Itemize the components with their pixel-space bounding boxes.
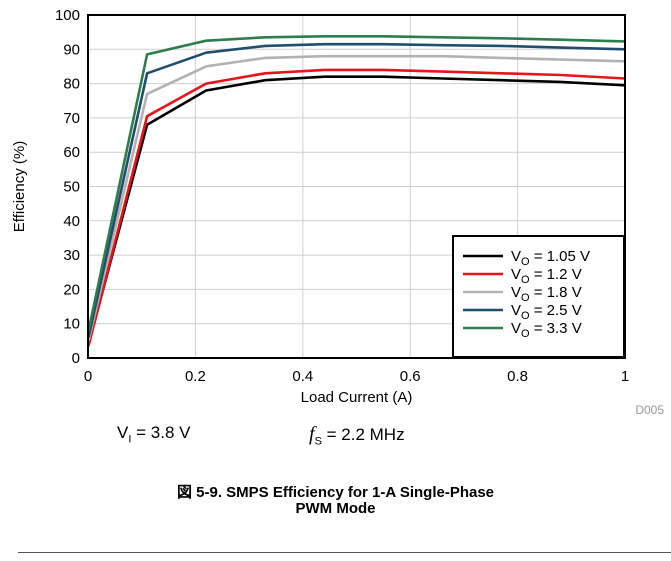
y-tick-label: 100 bbox=[55, 7, 80, 24]
fs-subscript: S bbox=[314, 435, 322, 448]
y-tick-label: 10 bbox=[63, 316, 80, 333]
y-tick-label: 60 bbox=[63, 144, 80, 161]
vi-value: = 3.8 V bbox=[131, 423, 191, 442]
legend-label: VO = 1.05 V bbox=[511, 248, 590, 268]
y-axis-title: Efficiency (%) bbox=[11, 141, 28, 232]
legend-label: VO = 1.8 V bbox=[511, 284, 582, 304]
series-lines bbox=[87, 34, 626, 347]
legend: VO = 1.05 VVO = 1.2 VVO = 1.8 VVO = 2.5 … bbox=[452, 235, 625, 358]
y-tick-label: 0 bbox=[72, 350, 80, 367]
fs-value: = 2.2 MHz bbox=[321, 425, 405, 444]
figure-code: D005 bbox=[635, 403, 664, 417]
x-tick-label: 0.8 bbox=[507, 368, 528, 385]
switching-frequency-condition: fS = 2.2 MHz bbox=[309, 423, 405, 447]
y-tick-label: 90 bbox=[63, 41, 80, 58]
x-tick-labels: 0 0.2 0.4 0.6 0.8 1 bbox=[84, 368, 629, 385]
x-axis-title: Load Current (A) bbox=[301, 389, 413, 406]
figure-caption-line-1: 図 5-9. SMPS Efficiency for 1-A Single-Ph… bbox=[176, 484, 495, 501]
y-tick-label: 40 bbox=[63, 213, 80, 230]
vi-subscript: I bbox=[128, 433, 132, 446]
y-tick-label: 30 bbox=[63, 247, 80, 264]
figure-caption-line-2: PWM Mode bbox=[295, 500, 376, 517]
x-tick-label: 0.2 bbox=[185, 368, 206, 385]
x-tick-label: 0 bbox=[84, 368, 92, 385]
series-line bbox=[87, 54, 626, 342]
bottom-divider bbox=[18, 552, 671, 553]
x-tick-label: 0.6 bbox=[400, 368, 421, 385]
legend-label: VO = 2.5 V bbox=[511, 302, 582, 322]
fs-symbol: f bbox=[309, 423, 315, 445]
y-tick-label: 80 bbox=[63, 76, 80, 93]
x-tick-label: 0.4 bbox=[292, 368, 313, 385]
y-tick-label: 20 bbox=[63, 281, 80, 298]
input-voltage-condition: VI = 3.8 V bbox=[117, 423, 190, 445]
series-line bbox=[87, 34, 626, 331]
y-tick-label: 50 bbox=[63, 179, 80, 196]
legend-label: VO = 3.3 V bbox=[511, 320, 582, 340]
series-line bbox=[87, 75, 626, 345]
y-tick-label: 70 bbox=[63, 110, 80, 127]
legend-label: VO = 1.2 V bbox=[511, 266, 582, 286]
y-tick-labels: 0 10 20 30 40 50 60 70 80 90 100 bbox=[55, 7, 80, 367]
series-line bbox=[87, 42, 626, 338]
x-tick-label: 1 bbox=[621, 368, 629, 385]
series-line bbox=[87, 68, 626, 347]
plot-frame bbox=[87, 14, 626, 359]
efficiency-chart: 0 10 20 30 40 50 60 70 80 90 100 0 0.2 0.4 0.6 0.8 1 Ef… bbox=[11, 7, 664, 417]
vi-symbol: V bbox=[117, 423, 129, 442]
